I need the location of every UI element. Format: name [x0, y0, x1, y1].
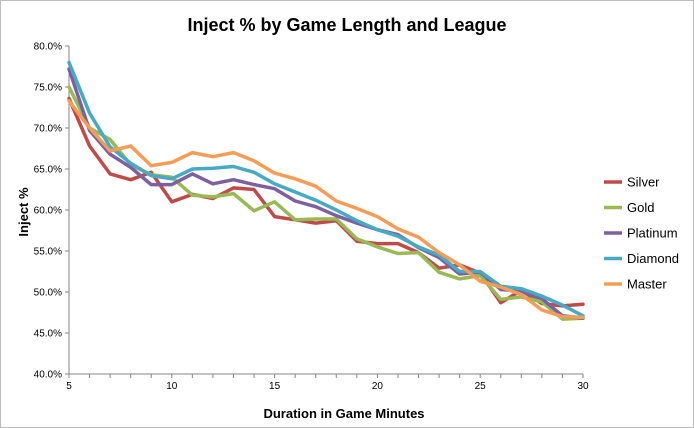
series-line-silver: [69, 99, 583, 306]
y-tick-label: 70.0%: [34, 124, 62, 135]
axes: 40.0% 45.0% 50.0% 55.0% 60.0% 65.0% 70.0% 75.0%…: [34, 42, 589, 393]
x-tick-label: 20: [372, 381, 384, 392]
y-tick-label: 60.0%: [34, 206, 62, 217]
x-tick-label: 5: [66, 381, 72, 392]
chart-title: Inject % by Game Length and League: [187, 15, 506, 35]
x-tick-label: 30: [577, 381, 589, 392]
y-tick-label: 55.0%: [34, 247, 62, 258]
series-layer: [69, 62, 583, 319]
y-tick-label: 75.0%: [34, 83, 62, 94]
legend-label-master: Master: [627, 277, 667, 292]
series-line-master: [69, 101, 583, 318]
x-tick-label: 10: [166, 381, 178, 392]
legend-label-platinum: Platinum: [627, 226, 678, 241]
x-axis-title: Duration in Game Minutes: [263, 406, 424, 421]
series-line-gold: [69, 87, 583, 319]
y-axis-title: Inject %: [16, 187, 31, 237]
legend-label-gold: Gold: [627, 200, 654, 215]
y-tick-label: 65.0%: [34, 165, 62, 176]
legend-label-diamond: Diamond: [627, 251, 679, 266]
y-tick-label: 50.0%: [34, 288, 62, 299]
y-tick-label: 45.0%: [34, 329, 62, 340]
legend-label-silver: Silver: [627, 175, 660, 190]
x-tick-label: 25: [475, 381, 487, 392]
y-tick-label: 80.0%: [34, 42, 62, 53]
x-tick-label: 15: [269, 381, 281, 392]
y-tick-label: 40.0%: [34, 370, 62, 381]
legend: Silver Gold Platinum Diamond Master: [604, 175, 679, 292]
series-line-diamond: [69, 62, 583, 315]
